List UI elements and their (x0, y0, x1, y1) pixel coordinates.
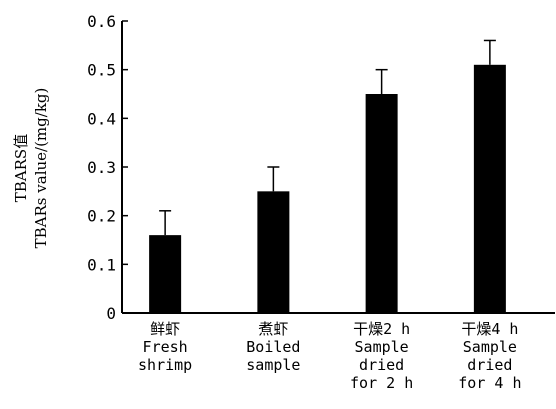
x-category-label: sample (246, 356, 300, 374)
x-category-label: Boiled (246, 338, 300, 356)
x-category-label: Sample (463, 338, 517, 356)
y-tick-label: 0.6 (87, 12, 116, 31)
y-tick-label: 0 (106, 304, 116, 323)
y-axis-ticks: 0 0.1 0.2 0.3 0.4 0.5 0.6 (87, 12, 128, 323)
bar (473, 64, 506, 313)
x-category-label: Fresh (143, 338, 188, 356)
y-axis-title-line-1: TBARS值 (12, 134, 30, 202)
x-category-label: dried (467, 356, 512, 374)
bars (149, 64, 506, 313)
x-category-label: 干燥4 h (461, 320, 518, 338)
error-bars (159, 39, 496, 236)
bar (149, 235, 182, 313)
x-category-label: shrimp (138, 356, 192, 374)
y-axis-title-line-2: TBARs value/(mg/kg) (32, 88, 50, 249)
x-category-label: for 4 h (458, 374, 521, 392)
y-tick-label: 0.1 (87, 255, 116, 274)
y-tick-label: 0.4 (87, 109, 116, 128)
y-axis-title: TBARS值 TBARs value/(mg/kg) (12, 88, 50, 249)
x-category-label: for 2 h (350, 374, 413, 392)
bar (365, 94, 398, 313)
bar (257, 191, 290, 313)
x-category-label: 干燥2 h (353, 320, 410, 338)
x-category-label: dried (359, 356, 404, 374)
y-tick-label: 0.2 (87, 207, 116, 226)
x-category-label: 煮虾 (258, 320, 288, 338)
y-tick-label: 0.3 (87, 158, 116, 177)
x-category-label: 鲜虾 (150, 320, 180, 338)
y-tick-label: 0.5 (87, 61, 116, 80)
x-category-label: Sample (355, 338, 409, 356)
